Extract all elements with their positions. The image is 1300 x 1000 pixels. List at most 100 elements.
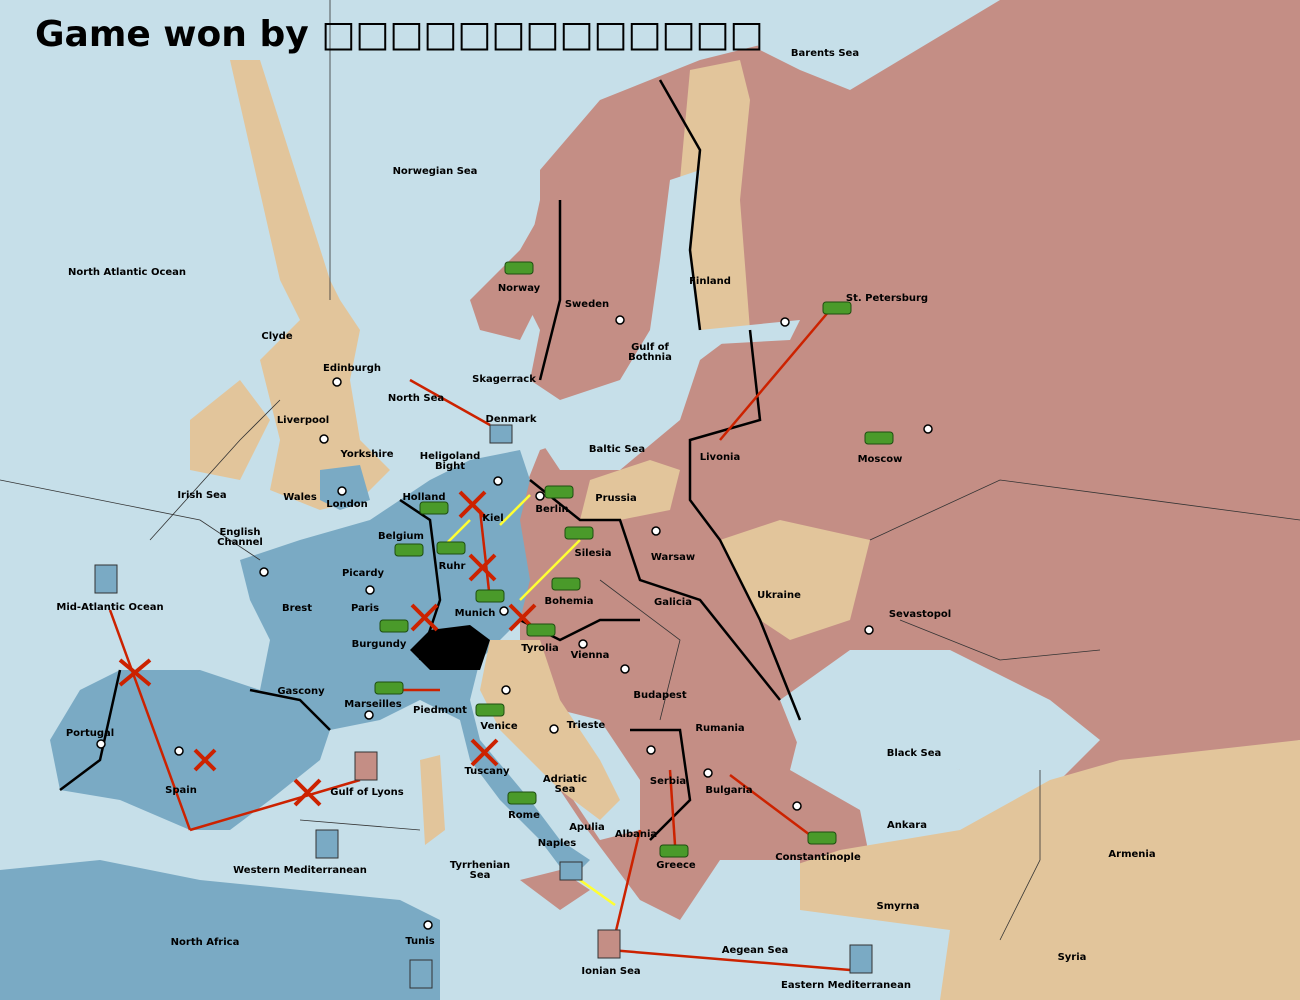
region-label: Armenia bbox=[1108, 849, 1155, 860]
region-label: Portugal bbox=[66, 728, 114, 739]
region-label: Naples bbox=[538, 838, 576, 849]
turkey-south bbox=[780, 740, 1300, 1000]
region-label: Tuscany bbox=[464, 766, 510, 777]
region-label: Sea bbox=[470, 870, 491, 881]
ireland bbox=[190, 380, 270, 480]
switzerland bbox=[410, 625, 490, 670]
region-label: Baltic Sea bbox=[589, 444, 645, 455]
region-label: Moscow bbox=[858, 454, 903, 465]
region-label: Gascony bbox=[277, 686, 325, 697]
region-label: Bothnia bbox=[628, 352, 672, 363]
region-label: Heligoland bbox=[420, 451, 481, 462]
finland bbox=[680, 60, 750, 330]
barents bbox=[740, 0, 1000, 90]
region-label: Tunis bbox=[405, 936, 434, 947]
region-label: Munich bbox=[455, 608, 496, 619]
region-label: Livonia bbox=[700, 452, 740, 463]
region-label: Burgundy bbox=[352, 639, 407, 650]
region-label: Yorkshire bbox=[340, 449, 394, 460]
region-label: Galicia bbox=[654, 597, 692, 608]
region-label: Holland bbox=[402, 492, 445, 503]
region-label: Barents Sea bbox=[791, 48, 859, 59]
region-label: Finland bbox=[689, 276, 731, 287]
region-label: Warsaw bbox=[651, 552, 695, 563]
borders bbox=[0, 0, 1300, 941]
region-label: Tyrrhenian bbox=[450, 860, 510, 871]
region-label: Trieste bbox=[567, 720, 606, 731]
region-label: Prussia bbox=[595, 493, 636, 504]
region-label: Belgium bbox=[378, 531, 424, 542]
aegean bbox=[680, 860, 800, 960]
region-label: Marseilles bbox=[344, 699, 401, 710]
region-label: Skagerrack bbox=[472, 374, 536, 385]
region-label: Western Mediterranean bbox=[233, 865, 367, 876]
region-label: Sevastopol bbox=[889, 609, 951, 620]
region-label: Ukraine bbox=[757, 590, 801, 601]
region-label: Rumania bbox=[695, 723, 744, 734]
region-label: Tyrolia bbox=[521, 643, 559, 654]
region-labels: Barents Sea Norwegian Sea North Atlantic O… bbox=[56, 48, 1155, 991]
region-label: Gulf of bbox=[631, 342, 669, 353]
region-label: Smyrna bbox=[877, 901, 920, 912]
region-label: Budapest bbox=[633, 690, 687, 701]
ukraine bbox=[720, 520, 870, 640]
region-label: Piedmont bbox=[413, 705, 467, 716]
region-label: Norwegian Sea bbox=[393, 166, 478, 177]
units bbox=[94, 261, 894, 989]
region-label: Ankara bbox=[887, 820, 927, 831]
region-label: Rome bbox=[508, 810, 540, 821]
region-label: Berlin bbox=[535, 504, 568, 515]
region-label: Eastern Mediterranean bbox=[781, 980, 911, 991]
region-label: Sea bbox=[555, 784, 576, 795]
region-label: Spain bbox=[165, 785, 197, 796]
region-label: Sweden bbox=[565, 299, 609, 310]
region-label: Gulf of Lyons bbox=[330, 787, 403, 798]
britain bbox=[230, 60, 390, 510]
region-label: Greece bbox=[656, 860, 696, 871]
region-label: Serbia bbox=[650, 776, 686, 787]
region-label: Brest bbox=[282, 603, 312, 614]
region-label: Aegean Sea bbox=[722, 945, 789, 956]
region-label: Clyde bbox=[261, 331, 292, 342]
region-label: Picardy bbox=[342, 568, 385, 579]
region-label: North Sea bbox=[388, 393, 444, 404]
region-label: Wales bbox=[283, 492, 317, 503]
region-label: Albania bbox=[615, 829, 657, 840]
region-label: Channel bbox=[217, 537, 263, 548]
region-label: Black Sea bbox=[887, 748, 942, 759]
norway-coast bbox=[470, 180, 560, 340]
region-label: Edinburgh bbox=[323, 363, 381, 374]
region-label: Silesia bbox=[575, 548, 612, 559]
region-label: North Africa bbox=[171, 937, 240, 948]
region-label: English bbox=[219, 527, 260, 538]
region-label: London bbox=[326, 499, 368, 510]
region-label: Kiel bbox=[482, 513, 503, 524]
region-label: Denmark bbox=[486, 414, 537, 425]
region-label: Bight bbox=[435, 461, 465, 472]
region-label: Mid-Atlantic Ocean bbox=[56, 602, 163, 613]
region-label: North Atlantic Ocean bbox=[68, 267, 186, 278]
region-label: Constantinople bbox=[775, 852, 861, 863]
region-label: St. Petersburg bbox=[846, 293, 928, 304]
region-label: Apulia bbox=[569, 822, 605, 833]
western-land bbox=[50, 450, 590, 880]
region-label: Vienna bbox=[571, 650, 610, 661]
black-sea bbox=[780, 650, 1100, 780]
north-africa bbox=[0, 860, 440, 1000]
supply-centers bbox=[96, 315, 933, 930]
region-label: Venice bbox=[480, 721, 517, 732]
region-label: Ionian Sea bbox=[581, 966, 640, 977]
region-label: Paris bbox=[351, 603, 379, 614]
region-label: Ruhr bbox=[439, 561, 466, 572]
region-label: Syria bbox=[1058, 952, 1087, 963]
region-label: Bohemia bbox=[545, 596, 594, 607]
region-label: Adriatic bbox=[543, 774, 587, 785]
region-label: Norway bbox=[498, 283, 541, 294]
sardinia bbox=[420, 755, 445, 845]
region-label: Liverpool bbox=[277, 415, 329, 426]
game-title: Game won by □□□□□□□□□□□□□ bbox=[35, 14, 763, 55]
region-label: Irish Sea bbox=[177, 490, 226, 501]
region-label: Bulgaria bbox=[705, 785, 752, 796]
orders bbox=[108, 309, 851, 972]
